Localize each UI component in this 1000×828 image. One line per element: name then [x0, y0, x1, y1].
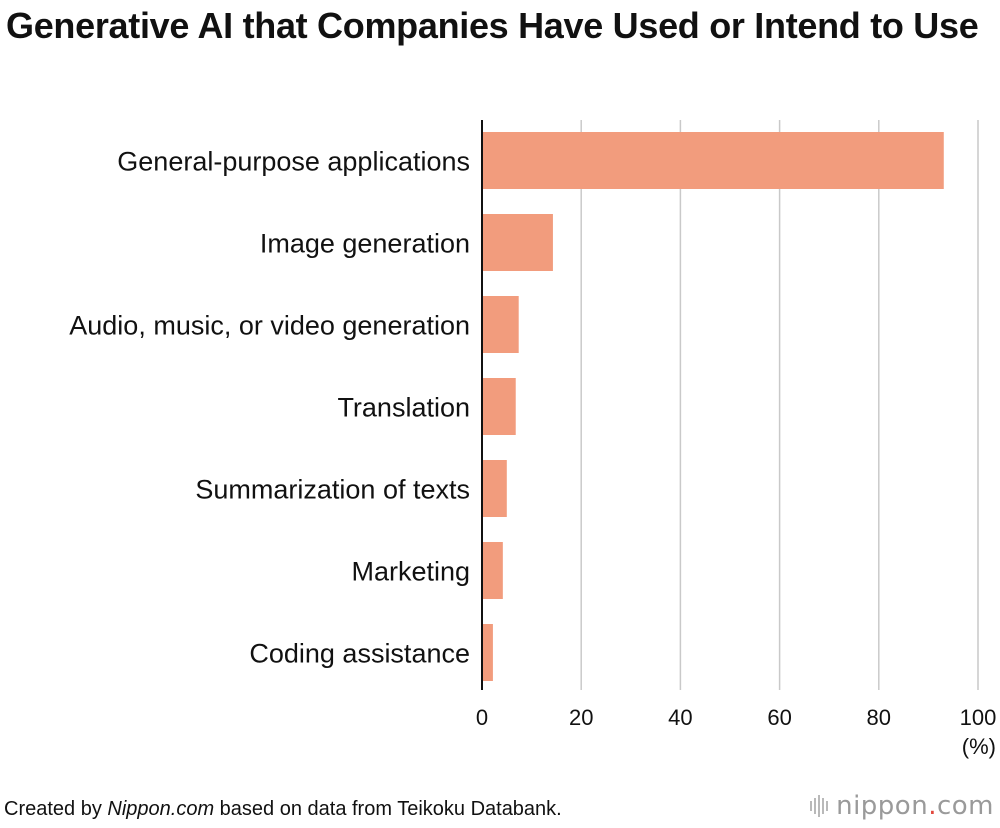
bars	[482, 132, 944, 681]
bar	[482, 542, 503, 599]
x-axis-unit-label: (%)	[962, 734, 996, 759]
x-tick-label: 100	[960, 705, 997, 730]
bar	[482, 132, 944, 189]
category-label: Marketing	[351, 557, 470, 587]
category-label: Translation	[337, 393, 470, 423]
nippon-com-logo: nippon.com	[810, 789, 994, 823]
sound-bars-icon	[810, 795, 829, 817]
source-credit: Created by Nippon.com based on data from…	[4, 798, 562, 821]
logo-wordmark: nippon.com	[836, 791, 994, 821]
category-label: Summarization of texts	[195, 475, 470, 505]
bar	[482, 378, 516, 435]
bar-chart: General-purpose applications Image genera…	[69, 120, 996, 759]
chart-title: Generative AI that Companies Have Used o…	[6, 5, 979, 46]
credit-prefix: Created by	[4, 798, 108, 820]
category-label: Image generation	[260, 229, 470, 259]
bar	[482, 460, 507, 517]
category-labels: General-purpose applications Image genera…	[69, 147, 470, 669]
x-tick-label: 0	[476, 705, 488, 730]
x-axis-ticks: 0 20 40 60 80 100	[476, 705, 996, 730]
gridlines	[580, 120, 979, 690]
category-label: General-purpose applications	[117, 147, 470, 177]
x-tick-label: 80	[867, 705, 891, 730]
bar	[482, 296, 519, 353]
credit-suffix: based on data from Teikoku Databank.	[214, 798, 562, 820]
bar	[482, 624, 493, 681]
category-label: Coding assistance	[249, 639, 470, 669]
x-tick-label: 20	[569, 705, 593, 730]
logo-name-left: nippon	[836, 791, 929, 821]
bar	[482, 214, 553, 271]
x-tick-label: 60	[767, 705, 791, 730]
credit-source: Nippon.com	[107, 798, 215, 820]
logo-name-right: com	[936, 791, 994, 821]
category-label: Audio, music, or video generation	[69, 311, 470, 341]
x-tick-label: 40	[668, 705, 692, 730]
logo-dot: .	[928, 791, 937, 821]
